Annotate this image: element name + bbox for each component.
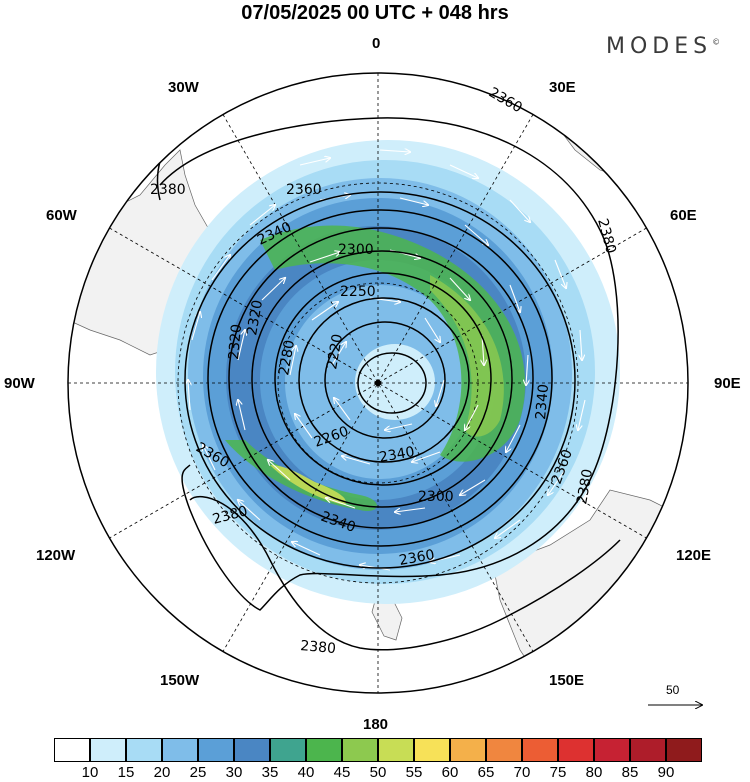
colorbar-swatch [522, 738, 558, 762]
colorbar-swatch [306, 738, 342, 762]
lon-label-30w: 30W [168, 79, 199, 96]
colorbar-swatch [486, 738, 522, 762]
colorbar-swatch [342, 738, 378, 762]
lon-label-120w: 120W [36, 547, 76, 564]
colorbar-tick-label: 40 [297, 764, 315, 781]
colorbar-swatch [90, 738, 126, 762]
colorbar-swatch [666, 738, 702, 762]
reference-vector-label: 50 [666, 683, 680, 697]
colorbar-tick-label: 85 [621, 764, 639, 781]
colorbar-tick-label: 15 [117, 764, 135, 781]
colorbar-tick-label: 35 [261, 764, 279, 781]
colorbar-swatch [234, 738, 270, 762]
contour-label-2250: 2250 [340, 284, 376, 300]
colorbar-tick-label: 10 [81, 764, 99, 781]
colorbar-tick-label: 75 [549, 764, 567, 781]
contour-label-2340-east: 2340 [533, 383, 552, 420]
lon-label-150e: 150E [549, 672, 585, 689]
colorbar-swatch [450, 738, 486, 762]
colorbar-swatch [126, 738, 162, 762]
colorbar-swatch [594, 738, 630, 762]
contour-label-2280: 2280 [276, 339, 298, 377]
colorbar-tick-label: 20 [153, 764, 171, 781]
south-pole-marker [374, 379, 382, 387]
colorbar-swatch [162, 738, 198, 762]
colorbar-swatch [270, 738, 306, 762]
contour-label-2360-south: 2360 [398, 547, 436, 569]
lon-label-180: 180 [363, 716, 389, 733]
colorbar-tick-label: 80 [585, 764, 603, 781]
colorbar-tick-label: 70 [513, 764, 531, 781]
colorbar-tick-label: 45 [333, 764, 351, 781]
colorbar-tick-label: 60 [441, 764, 459, 781]
lon-label-120e: 120E [676, 547, 712, 564]
lon-label-30e: 30E [549, 79, 576, 96]
colorbar-swatch [630, 738, 666, 762]
lon-label-90w: 90W [4, 375, 35, 392]
globe-outline [67, 72, 689, 694]
contour-label-2380-south: 2380 [300, 638, 337, 657]
colorbar-tick-label: 55 [405, 764, 423, 781]
colorbar-swatch [198, 738, 234, 762]
map-title: 07/05/2025 00 UTC + 048 hrs [241, 2, 509, 24]
colorbar-tick-label: 65 [477, 764, 495, 781]
colorbar-tick-label: 90 [657, 764, 675, 781]
colorbar-swatch [378, 738, 414, 762]
lon-label-60w: 60W [46, 207, 77, 224]
contour-label-2380-se: 2380 [574, 468, 596, 506]
lon-label-90e: 90E [714, 375, 741, 392]
lon-label-60e: 60E [670, 207, 697, 224]
brand-logo: MODES© [606, 34, 721, 59]
wind-speed-shading [156, 140, 620, 604]
contour-label-2220: 2220 [324, 333, 346, 371]
contour-label-2380: 2380 [150, 182, 186, 198]
lon-label-150w: 150W [160, 672, 200, 689]
lon-label-0: 0 [372, 35, 381, 52]
contour-label-2300-south: 2300 [418, 489, 454, 505]
wind-vectors [188, 150, 586, 571]
colorbar-tick-label: 25 [189, 764, 207, 781]
colorbar-swatch [54, 738, 90, 762]
contour-label-2360: 2360 [286, 182, 322, 198]
colorbar-swatch [558, 738, 594, 762]
colorbar-tick-label: 30 [225, 764, 243, 781]
contour-label-2340-south: 2340 [378, 444, 416, 466]
colorbar-tick-label: 50 [369, 764, 387, 781]
colorbar-swatch [414, 738, 450, 762]
contour-label-2320: 2320 [226, 323, 245, 360]
contour-label-2300: 2300 [338, 242, 374, 258]
contour-label-2320-west: 2320 [244, 299, 266, 337]
